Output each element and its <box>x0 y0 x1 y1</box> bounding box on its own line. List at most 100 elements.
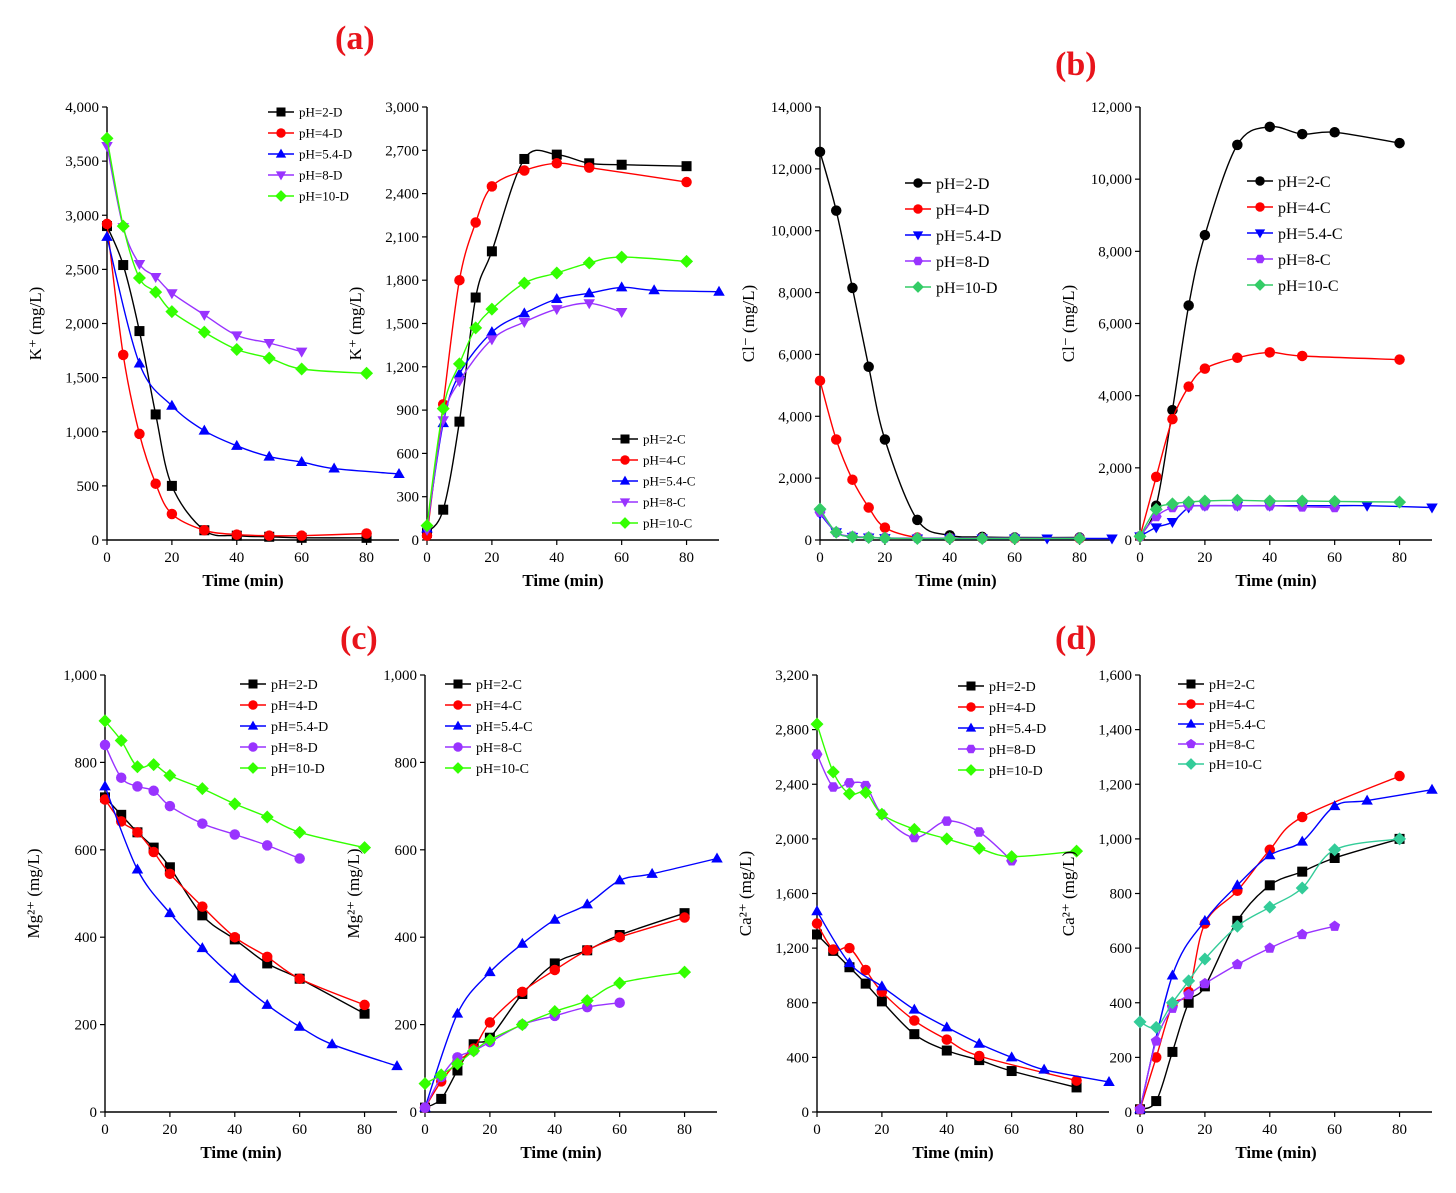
data-point <box>1150 511 1162 522</box>
data-point <box>134 428 145 440</box>
series-pH=10-D <box>813 502 1087 545</box>
legend-entry: pH=4-D <box>936 202 989 219</box>
x-tick-label: 0 <box>813 1122 821 1138</box>
data-point <box>1005 1051 1018 1062</box>
data-point <box>470 292 481 303</box>
series-pH=2-C <box>1134 121 1405 542</box>
data-point <box>260 810 274 824</box>
data-point <box>196 942 209 953</box>
data-point <box>1199 914 1211 925</box>
data-point <box>118 260 129 271</box>
data-point <box>519 153 530 164</box>
data-point <box>484 1017 496 1028</box>
legend: pH=2-D pH=4-D pH=5.4-D pH=8-D pH=10-D <box>958 680 1046 779</box>
data-point <box>1295 881 1309 895</box>
data-point <box>132 781 143 792</box>
data-point <box>549 958 560 969</box>
data-point <box>1199 363 1211 374</box>
data-point <box>484 966 496 977</box>
series-line <box>1139 838 1400 1029</box>
x-tick-label: 20 <box>164 550 179 566</box>
data-point <box>1006 1066 1017 1077</box>
y-tick-label: 1,000 <box>1098 832 1132 848</box>
data-point <box>581 898 593 909</box>
y-axis-label: Cl⁻ (mg/L) <box>739 285 758 362</box>
x-tick-label: 20 <box>1197 550 1212 566</box>
data-point <box>1232 139 1243 151</box>
data-point <box>615 250 629 264</box>
legend-entry: pH=5.4-D <box>936 228 1001 245</box>
data-point <box>1297 866 1308 877</box>
data-point <box>680 254 694 268</box>
data-point <box>452 1052 463 1063</box>
data-point <box>294 973 305 984</box>
legend-marker <box>913 178 923 188</box>
legend-marker <box>966 744 976 754</box>
legend: pH=2-D pH=4-D pH=5.4-D pH=8-D pH=10-D <box>240 678 328 777</box>
data-point <box>1166 517 1179 528</box>
series-line <box>426 256 687 526</box>
data-point <box>116 809 127 820</box>
data-point <box>1264 942 1276 953</box>
legend-entry: pH=2-C <box>476 678 522 693</box>
series-line <box>1139 125 1400 537</box>
data-point <box>294 853 305 864</box>
data-point <box>907 822 921 836</box>
data-point <box>438 504 449 515</box>
y-axis-label: K⁺ (mg/L) <box>346 287 365 361</box>
y-tick-label: 0 <box>92 533 100 549</box>
data-point <box>486 335 498 346</box>
data-point <box>467 1044 481 1058</box>
data-point <box>131 863 144 874</box>
series-pH=4-D <box>814 375 1085 544</box>
legend-marker <box>966 702 976 712</box>
data-point <box>197 910 208 921</box>
chart-3: 0 2,000 4,000 6,000 8,000 10,000 12,000 0 20 40 60… <box>1059 100 1438 590</box>
x-tick-label: 60 <box>1004 1122 1019 1138</box>
data-point <box>149 285 163 299</box>
legend-entry: pH=4-D <box>989 701 1036 716</box>
data-point <box>99 739 111 751</box>
x-tick-label: 40 <box>939 1122 954 1138</box>
data-point <box>830 434 842 445</box>
data-point <box>148 846 159 858</box>
x-axis-label: Time (min) <box>1235 1143 1316 1162</box>
data-point <box>1361 501 1373 512</box>
data-point <box>1296 811 1308 823</box>
y-tick-label: 1,500 <box>385 317 419 333</box>
y-axis-label: K⁺ (mg/L) <box>26 287 45 361</box>
data-point <box>549 913 561 924</box>
data-point <box>908 1003 921 1014</box>
x-tick-label: 80 <box>1392 1122 1407 1138</box>
data-point <box>842 787 856 801</box>
series-line <box>819 380 1080 540</box>
data-point <box>1329 127 1340 138</box>
data-point <box>909 1029 920 1040</box>
legend-entry: pH=8-C <box>1209 738 1255 753</box>
y-tick-label: 1,000 <box>65 425 99 441</box>
y-tick-label: 1,200 <box>775 941 809 957</box>
data-point <box>358 841 372 855</box>
panel-label-b: (b) <box>1055 46 1097 83</box>
y-tick-label: 14,000 <box>771 100 812 116</box>
data-point <box>1263 900 1277 914</box>
data-point <box>811 749 823 759</box>
data-point <box>516 937 529 948</box>
data-point <box>1167 1046 1178 1057</box>
legend-marker <box>619 517 631 529</box>
data-point <box>1182 974 1196 988</box>
data-point <box>910 531 924 545</box>
y-tick-label: 2,400 <box>385 187 419 203</box>
data-point <box>1182 495 1196 509</box>
data-point <box>551 149 562 160</box>
x-axis-label: Time (min) <box>912 1143 993 1162</box>
data-point <box>1329 920 1341 931</box>
legend-entry: pH=4-C <box>643 453 686 468</box>
legend-marker <box>275 148 287 158</box>
data-point <box>98 714 112 728</box>
legend-entry: pH=8-C <box>1278 252 1331 269</box>
data-point <box>912 514 923 526</box>
y-tick-label: 4,000 <box>778 409 812 425</box>
y-tick-label: 600 <box>1110 941 1133 957</box>
series-pH=5.4-D <box>101 230 405 478</box>
